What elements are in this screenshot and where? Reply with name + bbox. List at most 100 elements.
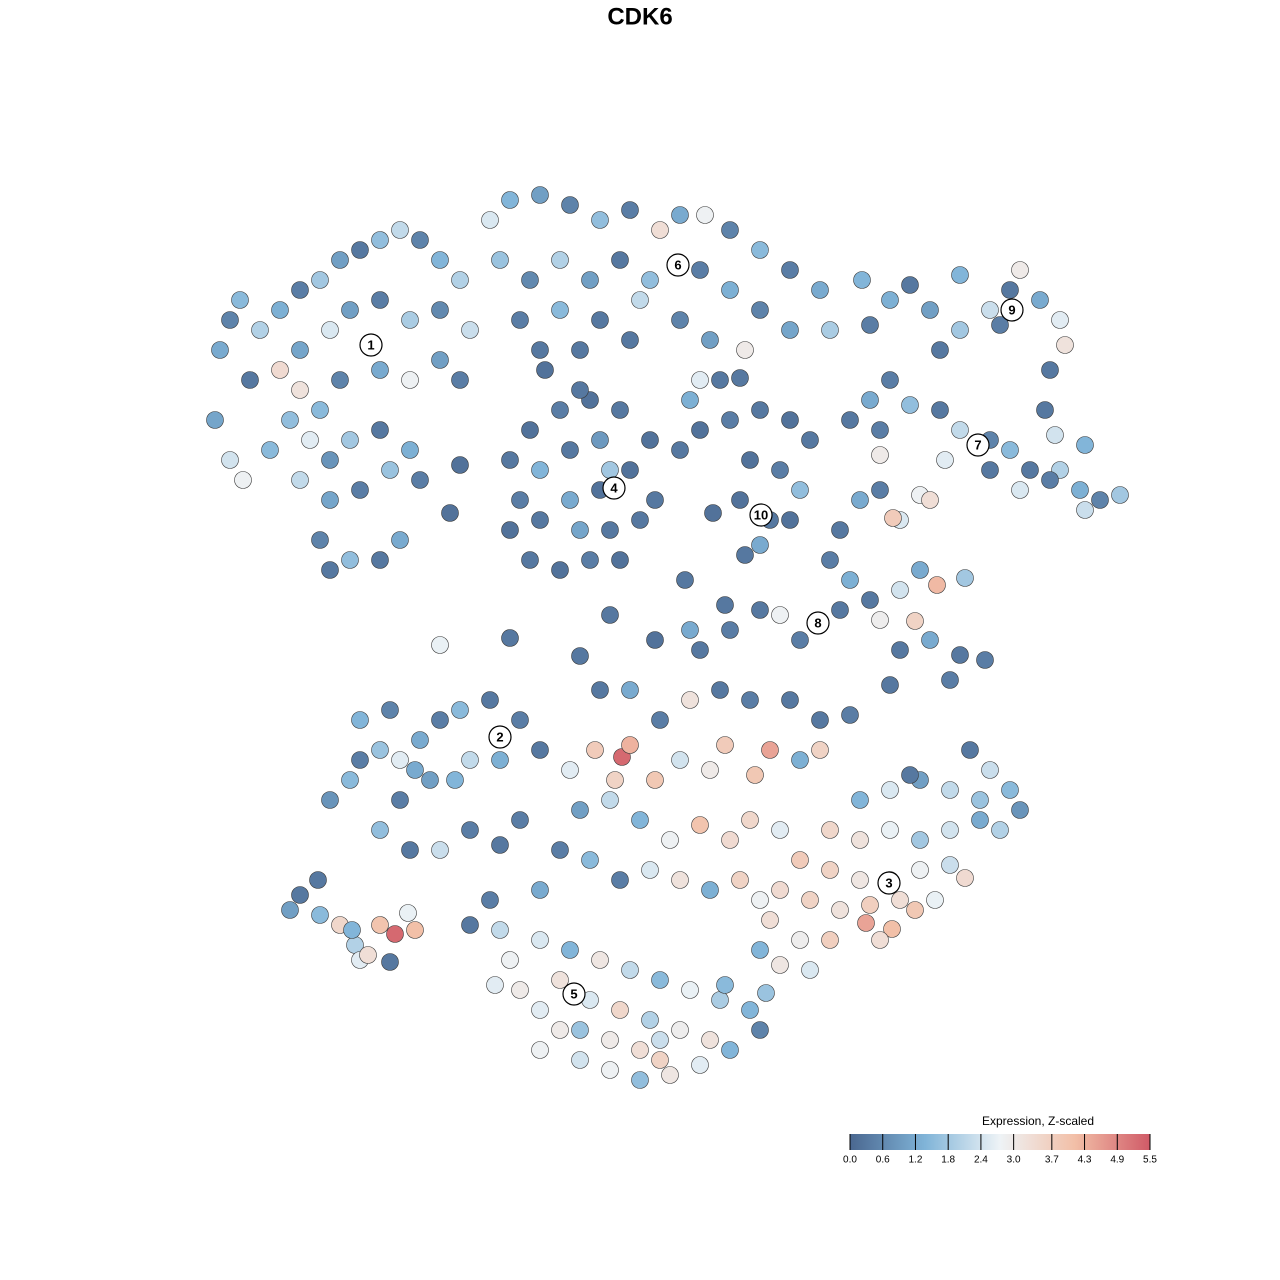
point [691,1056,709,1074]
point [716,596,734,614]
point [581,271,599,289]
colorbar-tick-label: 4.3 [1078,1155,1092,1166]
point [341,771,359,789]
point [1051,311,1069,329]
point [386,925,404,943]
point [461,321,479,339]
colorbar-tick-label: 0.6 [876,1155,890,1166]
colorbar-tick-label: 5.5 [1143,1155,1157,1166]
cluster-label: 9 [1008,302,1015,317]
point [371,916,389,934]
colorbar-gradient [850,1134,1150,1150]
point [696,206,714,224]
point [651,1051,669,1069]
point [851,871,869,889]
colorbar-tick-label: 3.7 [1045,1155,1059,1166]
point [511,811,529,829]
point [741,811,759,829]
point [641,271,659,289]
point [771,461,789,479]
point [341,301,359,319]
point [791,751,809,769]
point [671,441,689,459]
point [871,931,889,949]
point [531,511,549,529]
point [981,761,999,779]
point [1091,491,1109,509]
point [321,321,339,339]
point [531,186,549,204]
point [691,371,709,389]
cluster-label: 4 [610,480,618,495]
point [871,421,889,439]
point [511,711,529,729]
point [676,571,694,589]
point [951,646,969,664]
point [621,201,639,219]
point [321,791,339,809]
point [1031,291,1049,309]
point [551,251,569,269]
point [701,761,719,779]
point [241,371,259,389]
point [746,766,764,784]
point [331,251,349,269]
point [884,509,902,527]
point [331,371,349,389]
point [801,431,819,449]
point [571,647,589,665]
point [931,341,949,359]
point [941,671,959,689]
point [741,451,759,469]
point [771,606,789,624]
point [1076,436,1094,454]
point [891,581,909,599]
point [531,341,549,359]
colorbar-tick-label: 0.0 [843,1155,857,1166]
point [431,636,449,654]
point [741,691,759,709]
point [911,861,929,879]
point [736,546,754,564]
point [221,311,239,329]
point [631,1071,649,1089]
point [936,451,954,469]
point [951,321,969,339]
cluster-label: 1 [367,337,374,352]
point [851,491,869,509]
point [681,691,699,709]
cluster-marker [488,725,512,749]
point [751,601,769,619]
point [691,641,709,659]
point [291,341,309,359]
cluster-label: 7 [974,437,981,452]
point [621,461,639,479]
cluster-marker [602,476,626,500]
point [381,461,399,479]
point [431,301,449,319]
point [941,781,959,799]
cluster-marker [562,982,586,1006]
chart-title: CDK6 [607,3,672,30]
point [761,741,779,759]
point [721,831,739,849]
point [391,221,409,239]
point [601,606,619,624]
point [551,401,569,419]
point [751,401,769,419]
point [531,881,549,899]
point [781,691,799,709]
point [371,291,389,309]
point [641,1011,659,1029]
point [631,291,649,309]
point [921,631,939,649]
point [861,591,879,609]
cluster-label: 10 [754,507,768,522]
point [701,331,719,349]
point [351,241,369,259]
points [206,186,1129,1089]
point [751,941,769,959]
point [531,741,549,759]
cluster-label: 8 [814,615,821,630]
point [671,751,689,769]
